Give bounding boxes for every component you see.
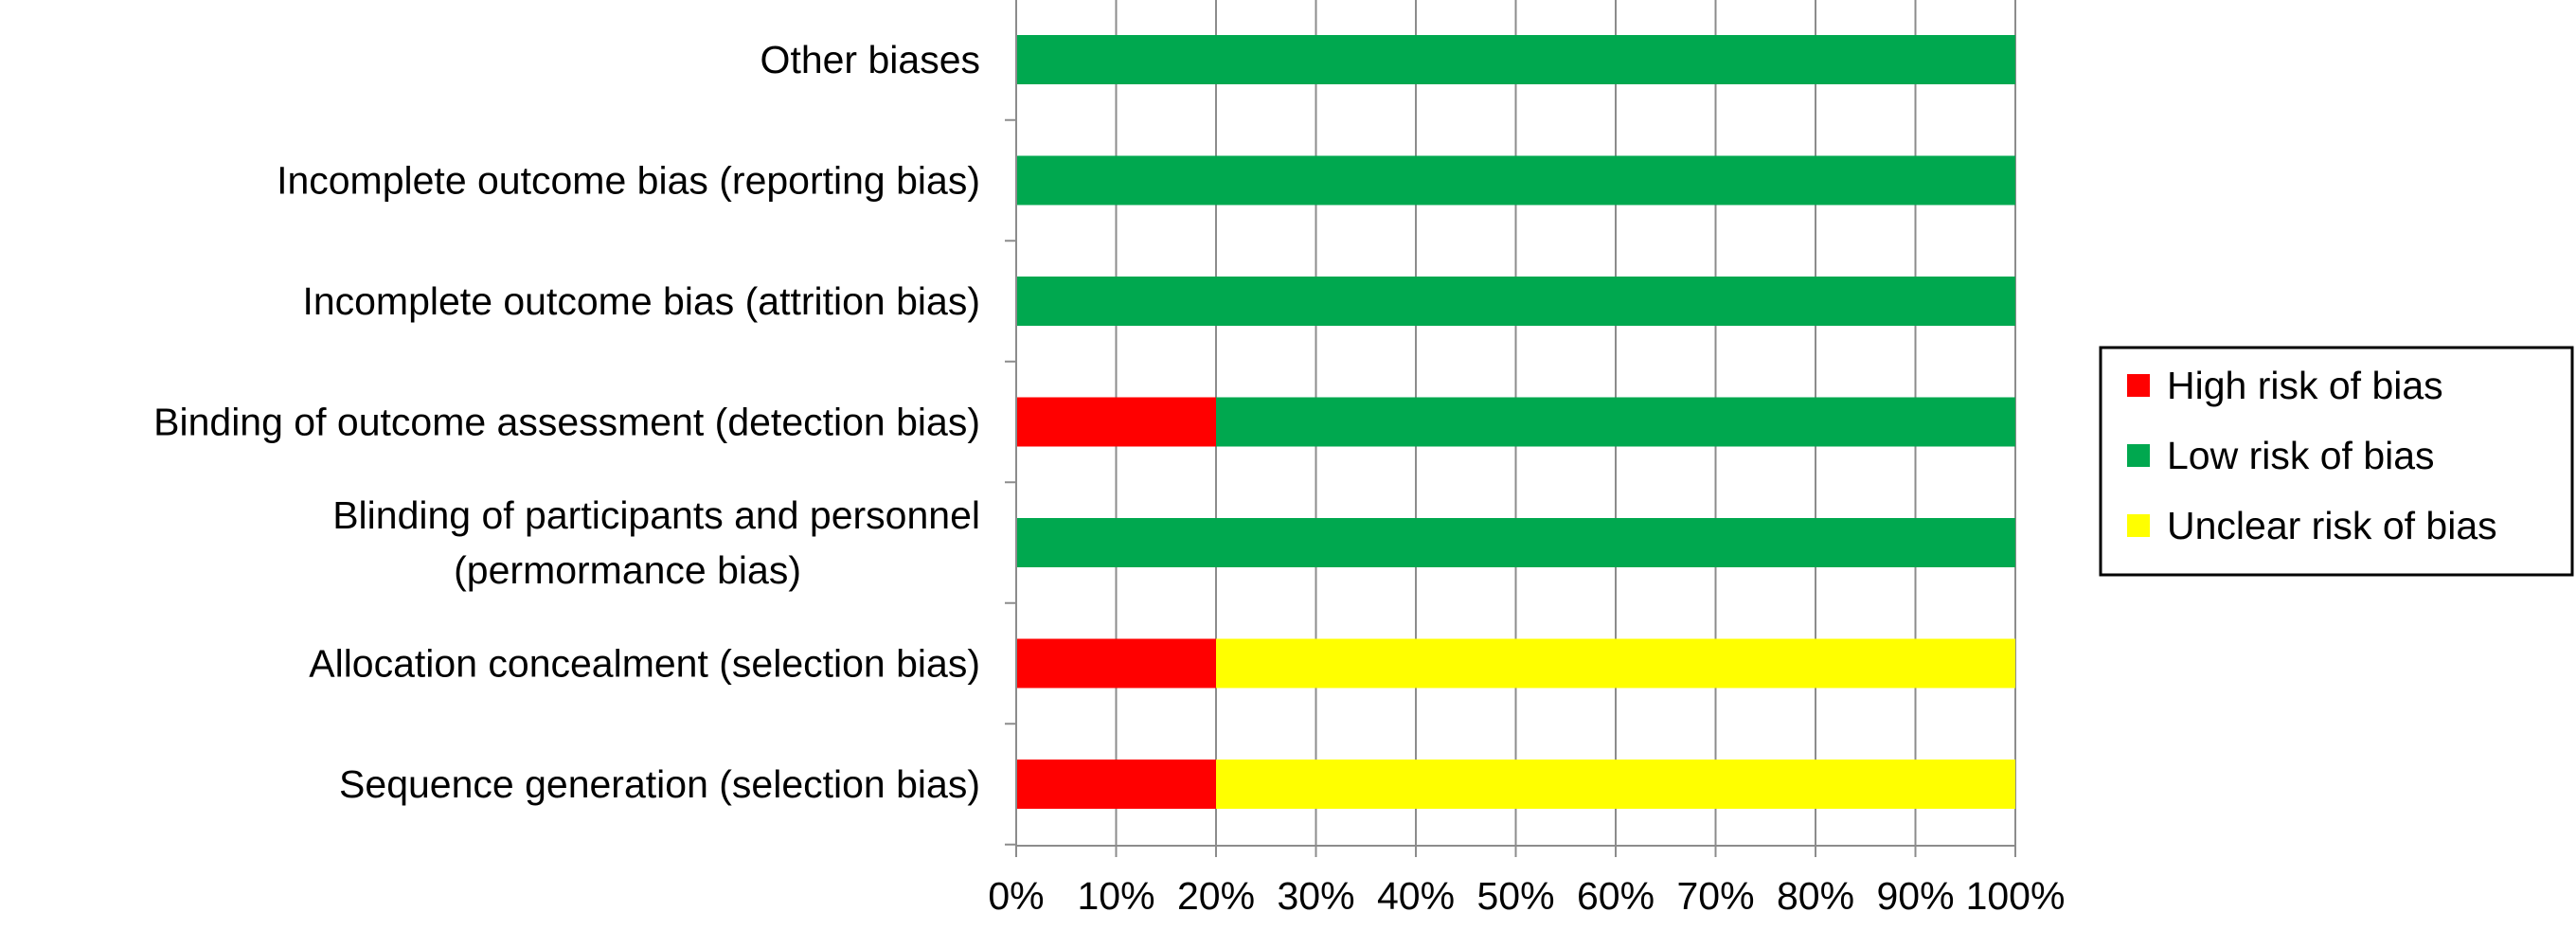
category-label: Incomplete outcome bias (attrition bias) <box>302 279 980 323</box>
legend-label: Unclear risk of bias <box>2167 504 2497 547</box>
category-labels: Other biases Incomplete outcome bias (rep… <box>153 38 980 806</box>
axes <box>1005 0 2016 857</box>
x-tick-label: 30% <box>1277 874 1354 918</box>
x-tick-label: 100% <box>1966 874 2066 918</box>
bar-segment <box>1016 35 2015 84</box>
category-label: Blinding of participants and personnel <box>332 493 980 537</box>
bar-segment <box>1016 638 1216 689</box>
category-label: Other biases <box>760 38 980 81</box>
x-tick-label: 40% <box>1377 874 1455 918</box>
legend-box <box>2099 346 2574 577</box>
category-label: (permormance bias) <box>454 548 801 592</box>
legend-swatch <box>2127 514 2150 537</box>
category-label: Incomplete outcome bias (reporting bias) <box>277 159 980 203</box>
x-tick-label: 20% <box>1177 874 1255 918</box>
legend-swatch <box>2127 444 2150 467</box>
x-tick-label: 70% <box>1676 874 1754 918</box>
x-tick-label: 90% <box>1876 874 1954 918</box>
x-tick-label: 60% <box>1577 874 1655 918</box>
bars <box>1016 35 2015 809</box>
bar-segment <box>1016 277 2015 326</box>
bar-segment <box>1016 155 2015 206</box>
bar-segment <box>1216 760 2015 809</box>
x-tick-label: 50% <box>1476 874 1554 918</box>
category-label: Allocation concealment (selection bias) <box>309 642 980 686</box>
bar-segment <box>1016 397 1216 447</box>
category-label: Sequence generation (selection bias) <box>339 762 980 806</box>
x-tick-labels: 0% 10% 20% 30% 40% 50% 60% 70% 80% 90% 100% <box>988 874 2065 918</box>
bar-segment <box>1016 518 2015 567</box>
bar-segment <box>1216 397 2015 447</box>
bar-segment <box>1016 760 1216 809</box>
legend-label: High risk of bias <box>2167 364 2443 407</box>
legend: High risk of bias Low risk of bias Unclear… <box>2099 346 2574 577</box>
x-tick-label: 10% <box>1077 874 1154 918</box>
legend-label: Low risk of bias <box>2167 434 2435 477</box>
bar-segment <box>1216 638 2015 689</box>
category-label: Binding of outcome assessment (detection… <box>153 401 980 444</box>
x-tick-label: 0% <box>988 874 1044 918</box>
x-tick-label: 80% <box>1777 874 1854 918</box>
legend-swatch <box>2127 374 2150 397</box>
